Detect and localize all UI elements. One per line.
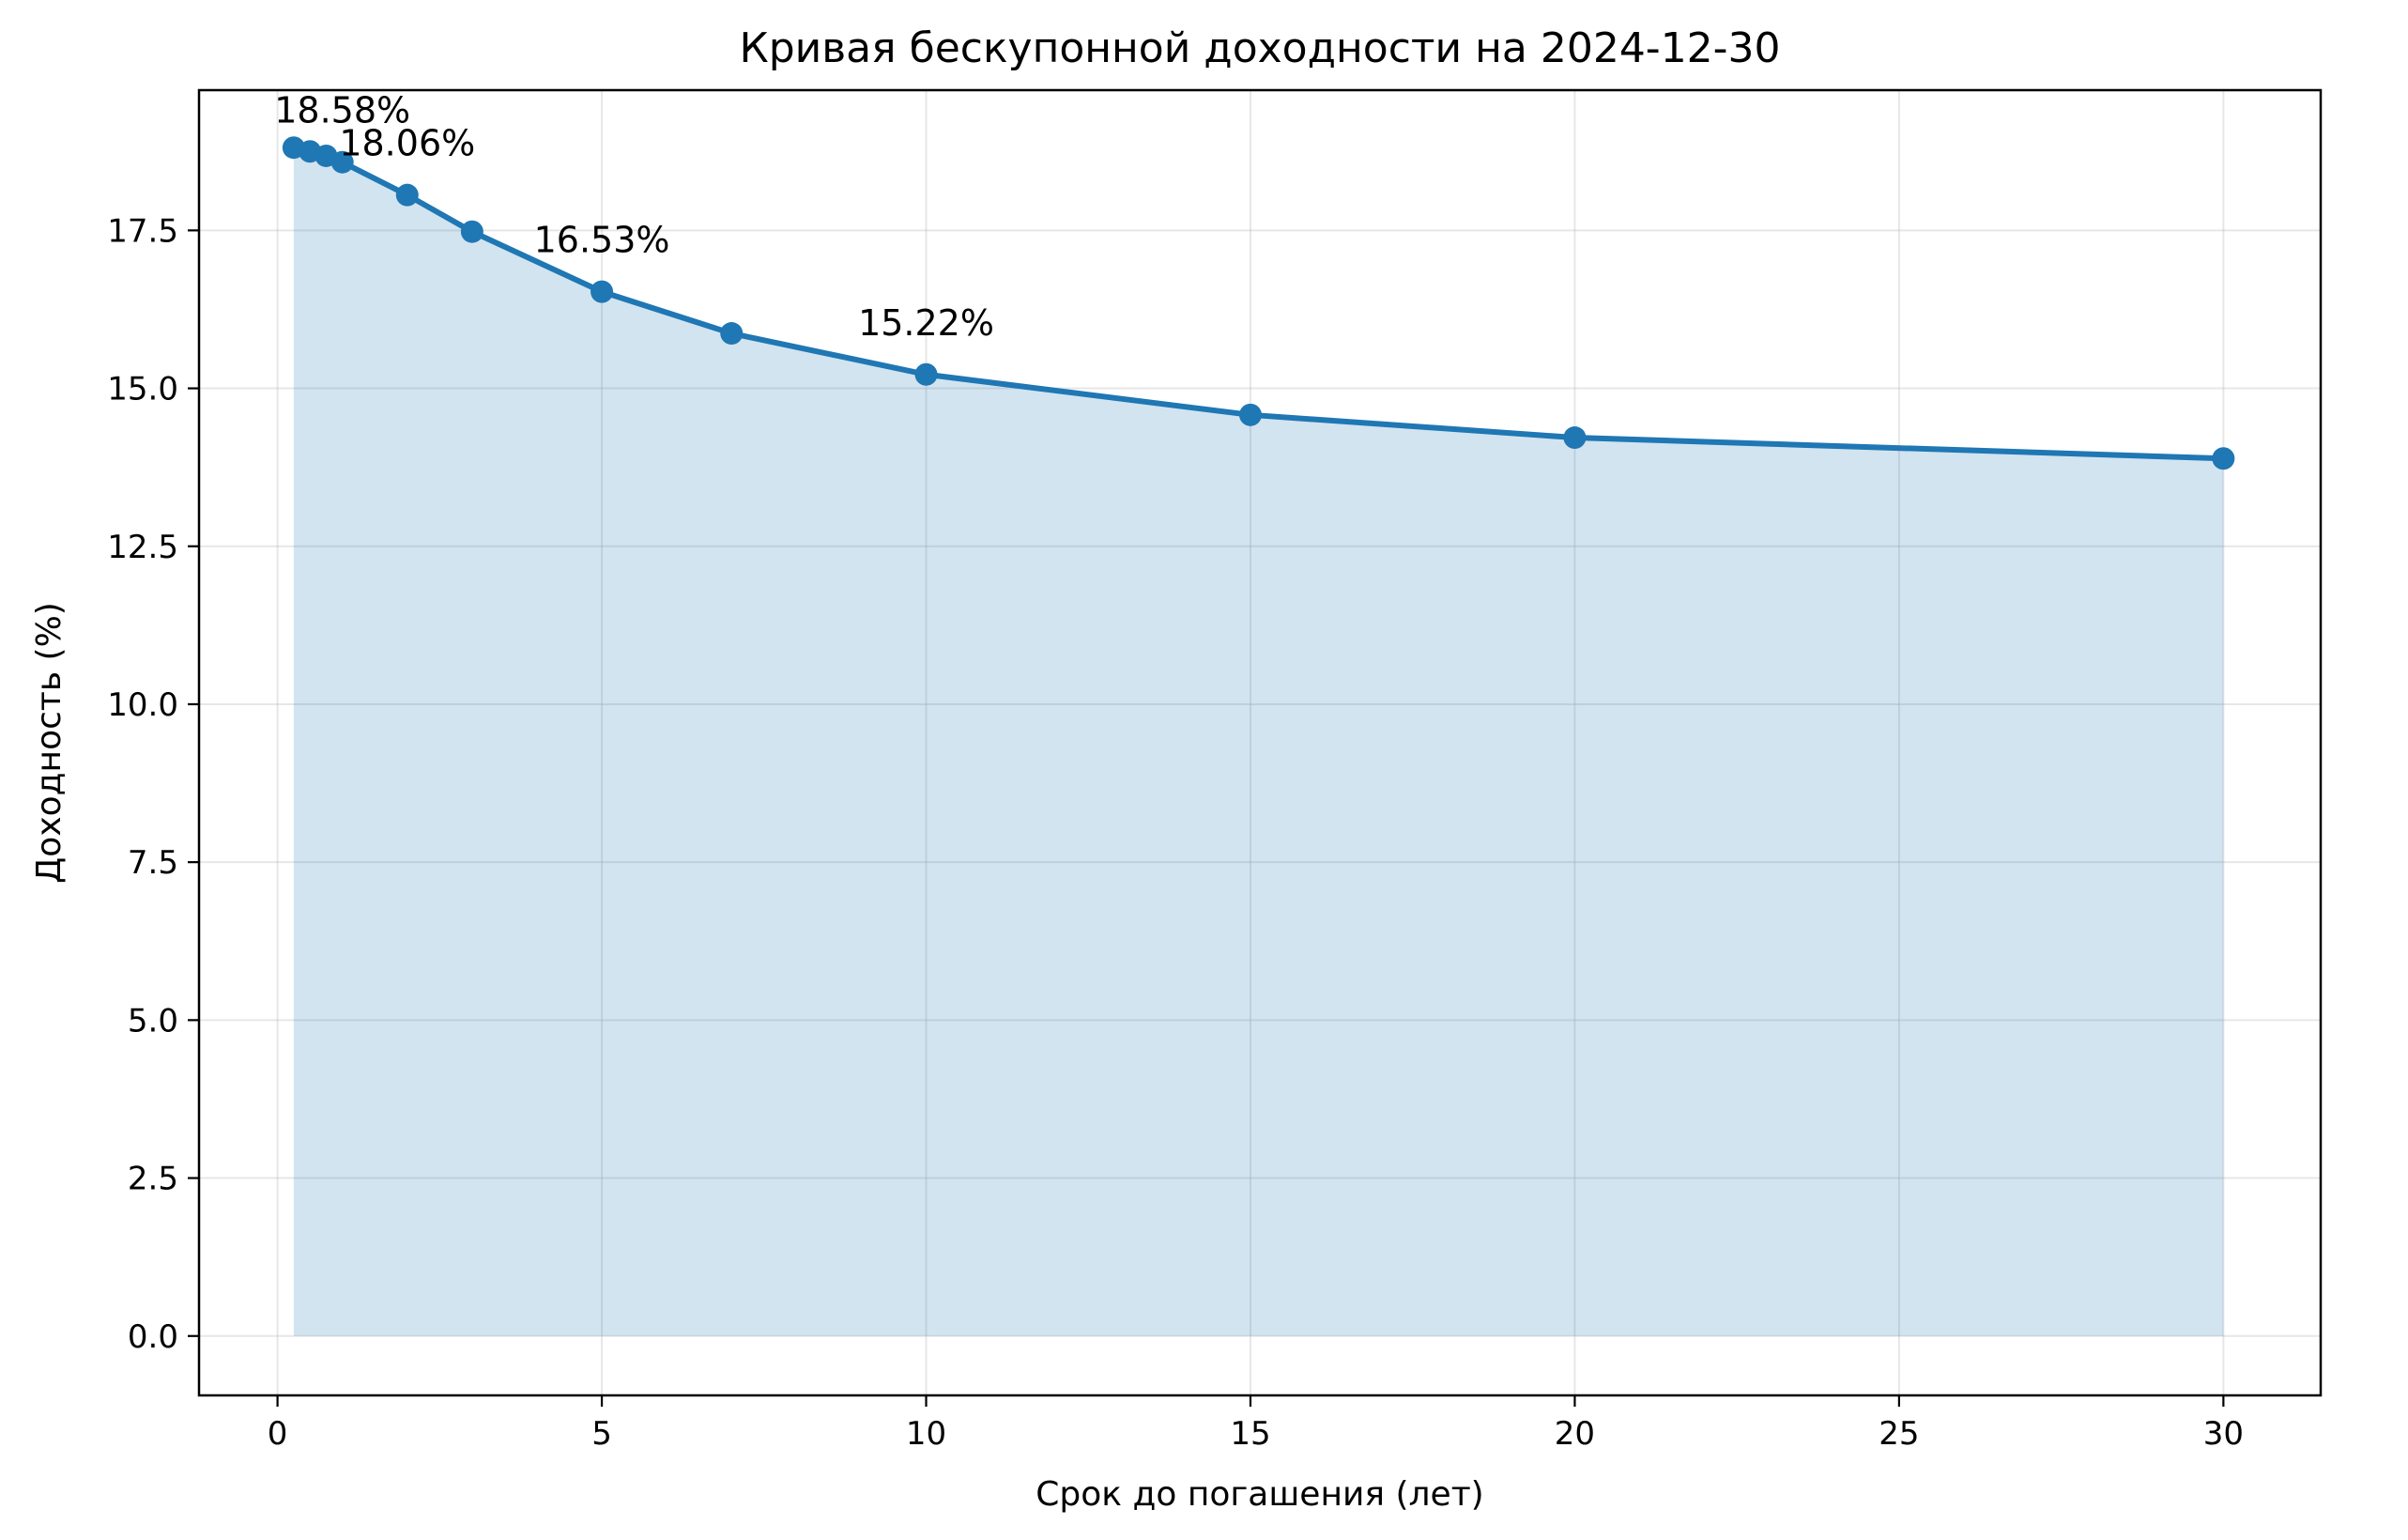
y-tick-label: 5.0 — [128, 1002, 178, 1040]
x-tick-label: 5 — [591, 1415, 612, 1453]
y-tick-label: 0.0 — [128, 1318, 178, 1356]
data-label: 18.06% — [339, 123, 475, 164]
x-tick-label: 10 — [906, 1415, 946, 1453]
y-tick-label: 10.0 — [107, 686, 178, 724]
data-point — [590, 280, 614, 303]
x-axis-ticks: 0 5 10 15 20 25 30 — [268, 1395, 2244, 1453]
y-tick-label: 17.5 — [107, 212, 178, 250]
x-tick-label: 15 — [1230, 1415, 1270, 1453]
grid-lines — [199, 90, 2321, 1395]
plot-frame — [197, 88, 2323, 1397]
data-point — [720, 322, 744, 346]
x-tick-label: 20 — [1555, 1415, 1595, 1453]
y-tick-label: 15.0 — [107, 371, 178, 408]
data-point — [2212, 447, 2235, 470]
y-tick-label: 2.5 — [128, 1161, 178, 1198]
y-axis-ticks: 0.0 2.5 5.0 7.5 10.0 12.5 15.0 17.5 — [107, 212, 199, 1356]
chart-title: Кривая бескупонной доходности на 2024-12… — [739, 24, 1780, 72]
data-label: 16.53% — [534, 220, 670, 261]
x-tick-label: 0 — [268, 1415, 288, 1453]
data-point — [1238, 403, 1262, 426]
data-point — [330, 150, 354, 174]
x-tick-label: 25 — [1879, 1415, 1919, 1453]
y-tick-label: 12.5 — [107, 529, 178, 566]
data-point — [395, 183, 419, 207]
area-fill-layer — [293, 147, 2224, 1336]
data-points — [282, 136, 2235, 470]
data-point — [1563, 426, 1587, 450]
x-axis-label: Срок до погашения (лет) — [1035, 1475, 1483, 1514]
data-labels: 18.58%18.06% 16.53% 15.22% — [274, 90, 994, 344]
data-point — [914, 362, 938, 386]
area-fill — [293, 147, 2224, 1336]
x-tick-label: 30 — [2203, 1415, 2244, 1453]
data-point — [460, 220, 483, 243]
y-tick-label: 7.5 — [128, 844, 178, 882]
y-axis-label: Доходность (%) — [30, 602, 69, 884]
data-label: 15.22% — [858, 302, 994, 344]
data-label: 18.58% — [274, 90, 410, 131]
